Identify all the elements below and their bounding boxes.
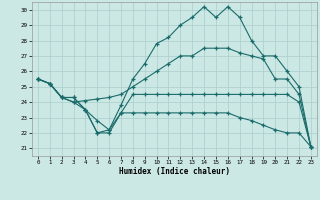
X-axis label: Humidex (Indice chaleur): Humidex (Indice chaleur) — [119, 167, 230, 176]
